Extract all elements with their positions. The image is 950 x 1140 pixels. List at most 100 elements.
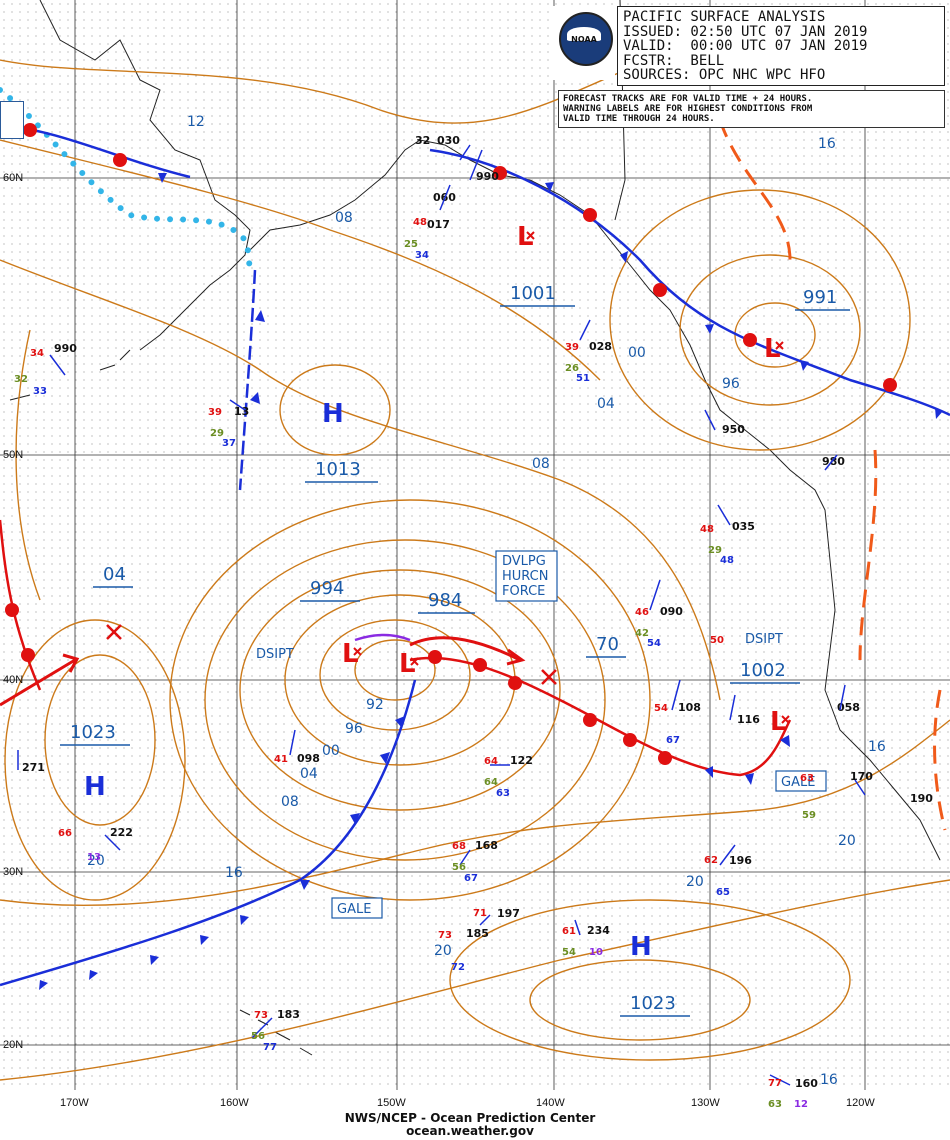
note-line: WARNING LABELS ARE FOR HIGHEST CONDITION…: [563, 104, 813, 114]
map-label: 13: [234, 405, 249, 418]
central-pressure: 1001: [510, 283, 556, 304]
map-label: 990: [476, 170, 499, 183]
title-block: PACIFIC SURFACE ANALYSIS ISSUED: 02:50 U…: [617, 6, 945, 86]
chart-title: PACIFIC SURFACE ANALYSIS: [623, 9, 826, 25]
isobar-label: 08: [532, 456, 550, 472]
footer-url: ocean.weather.gov: [406, 1124, 534, 1138]
map-label: 196: [729, 854, 752, 867]
map-label: 030: [437, 134, 460, 147]
isobar-label: 20: [434, 943, 452, 959]
map-label: 168: [475, 839, 498, 852]
svg-text:13: 13: [87, 852, 101, 863]
svg-text:32: 32: [14, 374, 28, 385]
sources: SOURCES: OPC NHC WPC HFO: [623, 67, 826, 83]
lat-label: 60N: [3, 172, 23, 184]
west-front: [0, 519, 42, 691]
svg-text:64: 64: [484, 756, 498, 767]
svg-text:56: 56: [452, 862, 466, 873]
isobar-label: 16: [818, 136, 836, 152]
high-center: H: [630, 932, 652, 962]
isobar-label: 16: [820, 1072, 838, 1088]
lon-label: 170W: [60, 1097, 89, 1109]
map-label: 32: [415, 134, 430, 147]
map-label: 122: [510, 754, 533, 767]
lat-label: 50N: [3, 449, 23, 461]
svg-text:77: 77: [768, 1078, 782, 1089]
forecast-note: FORECAST TRACKS ARE FOR VALID TIME + 24 …: [558, 90, 945, 128]
svg-text:72: 72: [451, 962, 465, 973]
lat-label: 30N: [3, 866, 23, 878]
cold-front-aleutian: [238, 269, 257, 491]
svg-text:37: 37: [222, 438, 236, 449]
isobar-label: 92: [366, 697, 384, 713]
svg-text:59: 59: [802, 810, 816, 821]
low-center: L: [399, 649, 416, 679]
svg-text:42: 42: [635, 628, 649, 639]
svg-text:54: 54: [654, 703, 668, 714]
svg-text:41: 41: [274, 754, 288, 765]
low-center: L: [770, 707, 787, 737]
isobar-label: 96: [345, 721, 363, 737]
isobar-label: 04: [300, 766, 318, 782]
coastlines: [9, 0, 941, 1056]
central-pressure: 1013: [315, 459, 361, 480]
dsipt-label: DSIPT: [745, 632, 783, 647]
central-pressure: 994: [310, 578, 344, 599]
svg-text:34: 34: [30, 348, 44, 359]
svg-text:62: 62: [704, 855, 718, 866]
svg-text:63: 63: [768, 1099, 782, 1110]
map-label: 160: [795, 1077, 818, 1090]
isobars: [0, 39, 950, 1081]
central-pressure: 984: [428, 590, 462, 611]
svg-text:65: 65: [716, 887, 730, 898]
map-label: 190: [910, 792, 933, 805]
cold-front-main: [0, 679, 417, 987]
map-label: 222: [110, 826, 133, 839]
station-marks: [17, 144, 866, 1086]
svg-text:48: 48: [413, 217, 427, 228]
isobar-label: 12: [187, 114, 205, 130]
central-pressure: 1023: [630, 993, 676, 1014]
map-label: 980: [822, 455, 845, 468]
map-label: 108: [678, 701, 701, 714]
isobar-label: 00: [322, 743, 340, 759]
note-line: FORECAST TRACKS ARE FOR VALID TIME + 24 …: [563, 94, 813, 104]
svg-text:71: 71: [473, 908, 487, 919]
high-center: H: [84, 772, 106, 802]
svg-text:33: 33: [33, 386, 47, 397]
svg-text:73: 73: [254, 1010, 268, 1021]
map-label: 271: [22, 761, 45, 774]
isobar-label: 96: [722, 376, 740, 392]
trough-se: [933, 689, 947, 831]
map-label: 090: [660, 605, 683, 618]
map-label: 035: [732, 520, 755, 533]
svg-text:64: 64: [484, 777, 498, 788]
map-label: 098: [297, 752, 320, 765]
inset-box: [0, 101, 24, 139]
svg-text:67: 67: [666, 735, 680, 746]
cold-front-triangles: [39, 173, 943, 990]
map-label: 990: [54, 342, 77, 355]
track-arrows: [0, 636, 526, 707]
high-center: H: [322, 399, 344, 429]
footer-line: NWS/NCEP - Ocean Prediction Center: [344, 1111, 596, 1125]
warning-label: DVLPG: [502, 554, 546, 569]
svg-text:48: 48: [720, 555, 734, 566]
map-label: 950: [722, 423, 745, 436]
isobar-label: 20: [838, 833, 856, 849]
warning-label: GALE: [781, 775, 815, 790]
central-pressure: 1002: [740, 660, 786, 681]
svg-text:63: 63: [496, 788, 510, 799]
warning-label: FORCE: [502, 584, 545, 599]
low-center: L: [342, 639, 359, 669]
isobar-label: 08: [335, 210, 353, 226]
map-label: 058: [837, 701, 860, 714]
low-center: L: [517, 222, 534, 252]
gull-icon: [567, 27, 601, 41]
svg-text:10: 10: [589, 947, 603, 958]
svg-text:39: 39: [565, 342, 579, 353]
valid-time: VALID: 00:00 UTC 07 JAN 2019: [623, 38, 868, 54]
forecaster: FCSTR: BELL: [623, 52, 725, 69]
map-label: 185: [466, 927, 489, 940]
isobar-label: 16: [868, 739, 886, 755]
